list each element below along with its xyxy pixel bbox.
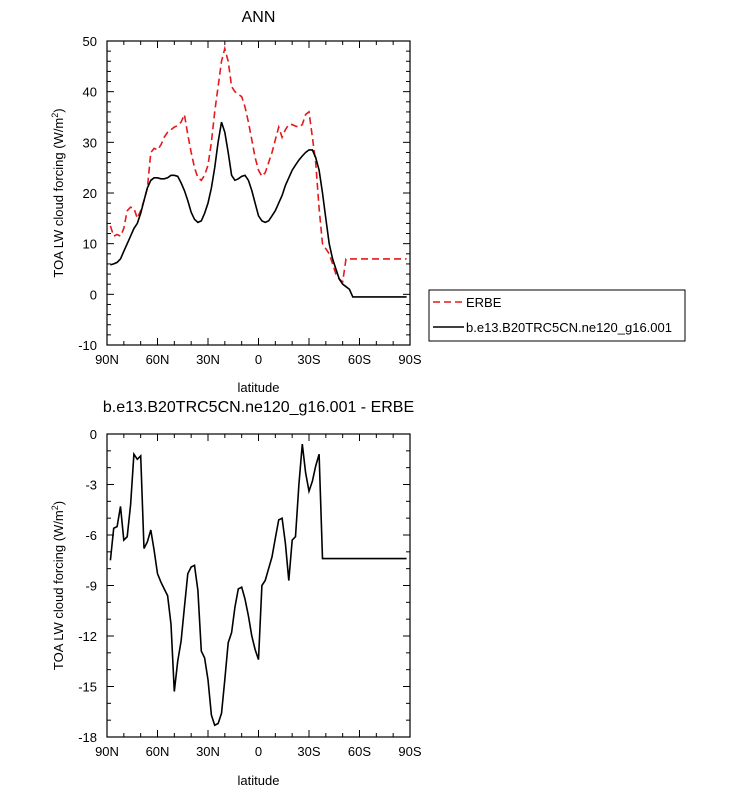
y-tick-label: -3 bbox=[85, 478, 97, 493]
x-tick-label: 60S bbox=[348, 744, 371, 759]
y-tick-label: 50 bbox=[83, 34, 97, 49]
x-tick-label: 0 bbox=[255, 744, 262, 759]
y-axis-label: TOA LW cloud forcing (W/m2) bbox=[50, 501, 66, 670]
x-tick-label: 90S bbox=[398, 744, 421, 759]
legend-box bbox=[428, 289, 686, 342]
x-tick-label: 30N bbox=[196, 744, 220, 759]
y-tick-label: 0 bbox=[90, 287, 97, 302]
x-tick-label: 90N bbox=[95, 744, 119, 759]
x-tick-label: 30S bbox=[297, 352, 320, 367]
chart-title: b.e13.B20TRC5CN.ne120_g16.001 - ERBE bbox=[103, 399, 414, 416]
legend-label-1: b.e13.B20TRC5CN.ne120_g16.001 bbox=[466, 320, 672, 335]
y-tick-label: -9 bbox=[85, 579, 97, 594]
chart-title: ANN bbox=[242, 9, 276, 26]
y-tick-label: 30 bbox=[83, 135, 97, 150]
y-tick-label: -15 bbox=[78, 680, 97, 695]
legend-label-0: ERBE bbox=[466, 295, 502, 310]
chart-panel-1: b.e13.B20TRC5CN.ne120_g16.001 - ERBE 90N 6… bbox=[50, 399, 422, 788]
x-tick-label: 60S bbox=[348, 352, 371, 367]
x-tick-label: 60N bbox=[146, 744, 170, 759]
x-tick-label: 30N bbox=[196, 352, 220, 367]
x-tick-label: 90S bbox=[398, 352, 421, 367]
y-tick-label: -18 bbox=[78, 730, 97, 745]
y-tick-label: -12 bbox=[78, 629, 97, 644]
y-tick-label: 0 bbox=[90, 427, 97, 442]
y-tick-label: -6 bbox=[85, 528, 97, 543]
chart-panel-0: ANN 90N 60N 30N 0 30S 60S 90S -10 0 10 20 30 40 50 lati… bbox=[50, 9, 686, 395]
y-tick-label: -10 bbox=[78, 338, 97, 353]
x-tick-label: 30S bbox=[297, 744, 320, 759]
plot-frame bbox=[106, 40, 411, 346]
series-line-0 bbox=[109, 444, 407, 727]
series-line-0 bbox=[109, 45, 407, 284]
legend: ERBE b.e13.B20TRC5CN.ne120_g16.001 bbox=[428, 289, 686, 342]
y-tick-label: 10 bbox=[83, 237, 97, 252]
x-tick-label: 0 bbox=[255, 352, 262, 367]
x-axis-label: latitude bbox=[238, 773, 280, 788]
x-tick-label: 60N bbox=[146, 352, 170, 367]
y-tick-label: 20 bbox=[83, 186, 97, 201]
y-axis-label: TOA LW cloud forcing (W/m2) bbox=[50, 108, 66, 277]
series-line-1 bbox=[110, 121, 407, 298]
y-tick-label: 40 bbox=[83, 85, 97, 100]
x-tick-label: 90N bbox=[95, 352, 119, 367]
x-axis-label: latitude bbox=[238, 380, 280, 395]
plot-frame bbox=[106, 433, 411, 738]
